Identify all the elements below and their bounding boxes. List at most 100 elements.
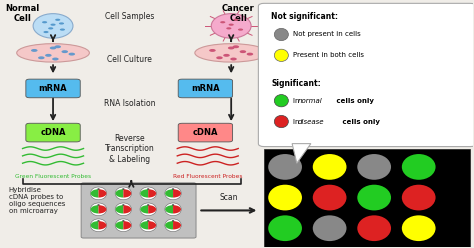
Text: Green Fluorescent Probes: Green Fluorescent Probes [15, 174, 91, 179]
Text: Present in both cells: Present in both cells [293, 52, 364, 58]
Wedge shape [91, 221, 99, 229]
FancyBboxPatch shape [26, 79, 80, 98]
Ellipse shape [357, 154, 391, 180]
Wedge shape [123, 205, 131, 214]
Ellipse shape [165, 219, 181, 232]
Ellipse shape [91, 187, 107, 200]
Wedge shape [165, 221, 173, 229]
Ellipse shape [209, 49, 216, 52]
Text: Cell Culture: Cell Culture [107, 55, 152, 64]
Text: Cell Samples: Cell Samples [105, 12, 154, 21]
Ellipse shape [357, 185, 391, 211]
Ellipse shape [50, 24, 55, 26]
Wedge shape [99, 189, 107, 198]
Text: cells only: cells only [340, 119, 381, 124]
Ellipse shape [44, 31, 49, 33]
Text: cDNA: cDNA [40, 128, 66, 137]
FancyBboxPatch shape [264, 149, 470, 247]
FancyBboxPatch shape [178, 123, 233, 142]
Text: Normal
Cell: Normal Cell [5, 4, 40, 23]
Ellipse shape [147, 220, 149, 221]
Text: cells only: cells only [334, 98, 374, 104]
Wedge shape [173, 205, 181, 214]
Ellipse shape [274, 49, 288, 62]
FancyBboxPatch shape [178, 79, 233, 98]
Wedge shape [91, 189, 99, 198]
Ellipse shape [233, 45, 239, 48]
Ellipse shape [216, 56, 223, 59]
Wedge shape [140, 189, 148, 198]
Ellipse shape [91, 203, 107, 216]
Ellipse shape [60, 29, 65, 31]
Text: cDNA: cDNA [192, 128, 218, 137]
Ellipse shape [228, 47, 235, 49]
Ellipse shape [147, 188, 149, 190]
Ellipse shape [91, 219, 107, 232]
Wedge shape [115, 205, 123, 214]
Ellipse shape [59, 22, 64, 25]
Wedge shape [140, 205, 148, 214]
Ellipse shape [69, 53, 75, 56]
Ellipse shape [268, 215, 302, 241]
Ellipse shape [122, 220, 125, 221]
Ellipse shape [97, 188, 100, 190]
Ellipse shape [122, 188, 125, 190]
Ellipse shape [45, 54, 52, 57]
Ellipse shape [165, 187, 181, 200]
Ellipse shape [228, 24, 234, 26]
Ellipse shape [97, 204, 100, 206]
Wedge shape [165, 189, 173, 198]
FancyBboxPatch shape [81, 183, 196, 238]
Text: mRNA: mRNA [39, 84, 67, 93]
FancyBboxPatch shape [258, 3, 474, 147]
Wedge shape [148, 189, 156, 198]
Text: Not significant:: Not significant: [271, 12, 338, 21]
Ellipse shape [211, 14, 251, 38]
Wedge shape [123, 189, 131, 198]
Ellipse shape [42, 21, 47, 23]
Ellipse shape [268, 185, 302, 211]
Polygon shape [292, 144, 311, 163]
Ellipse shape [274, 28, 288, 41]
Ellipse shape [33, 14, 73, 38]
Ellipse shape [55, 45, 61, 48]
Text: Hybridise
cDNA probes to
oligo sequences
on microarray: Hybridise cDNA probes to oligo sequences… [9, 186, 65, 214]
Wedge shape [115, 221, 123, 229]
Text: Scan: Scan [219, 193, 238, 202]
Wedge shape [148, 221, 156, 229]
Ellipse shape [274, 115, 288, 128]
Text: Significant:: Significant: [271, 79, 321, 88]
Wedge shape [173, 221, 181, 229]
Ellipse shape [402, 185, 436, 211]
Ellipse shape [52, 58, 59, 61]
Ellipse shape [220, 21, 225, 23]
Text: Not present in cells: Not present in cells [293, 31, 361, 37]
Ellipse shape [62, 50, 68, 53]
Text: In: In [293, 119, 302, 124]
Ellipse shape [17, 44, 90, 62]
Text: mRNA: mRNA [191, 84, 220, 93]
Ellipse shape [55, 19, 60, 21]
Text: normal: normal [298, 98, 322, 104]
Wedge shape [173, 189, 181, 198]
Ellipse shape [268, 154, 302, 180]
Ellipse shape [31, 49, 37, 52]
Ellipse shape [97, 220, 100, 221]
Wedge shape [99, 205, 107, 214]
Ellipse shape [223, 54, 230, 57]
Wedge shape [99, 221, 107, 229]
Ellipse shape [172, 204, 174, 206]
Text: RNA Isolation: RNA Isolation [104, 99, 155, 108]
Ellipse shape [115, 219, 132, 232]
Ellipse shape [122, 204, 125, 206]
Ellipse shape [172, 188, 174, 190]
Ellipse shape [140, 187, 156, 200]
Text: disease: disease [298, 119, 324, 124]
Wedge shape [165, 205, 173, 214]
Ellipse shape [313, 185, 346, 211]
Ellipse shape [115, 203, 132, 216]
Wedge shape [115, 189, 123, 198]
Ellipse shape [48, 27, 53, 30]
Ellipse shape [38, 56, 45, 59]
Text: Red Fluorescent Probes: Red Fluorescent Probes [173, 174, 243, 179]
